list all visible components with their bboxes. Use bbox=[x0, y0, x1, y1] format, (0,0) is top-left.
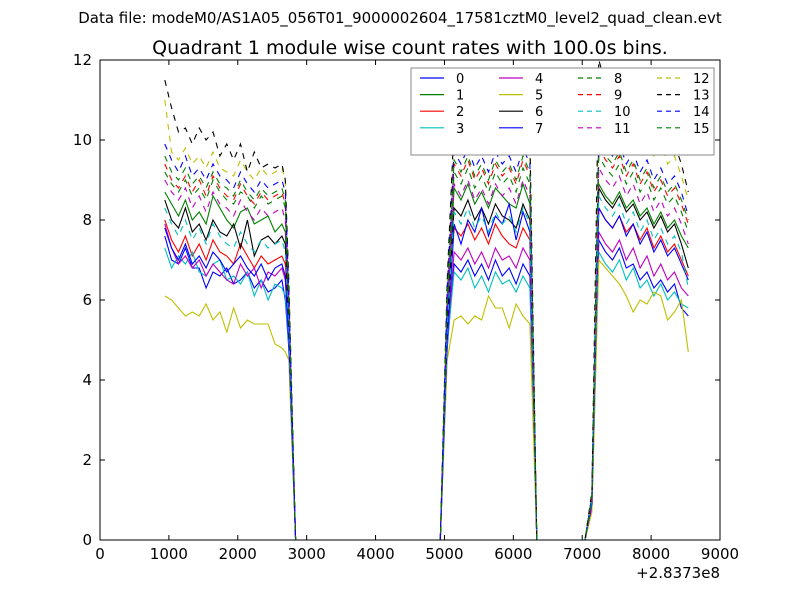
legend-label-2: 2 bbox=[456, 105, 464, 120]
series-line-13 bbox=[164, 60, 689, 540]
series-line-15 bbox=[164, 141, 689, 540]
y-tick-label: 8 bbox=[82, 211, 92, 229]
series-line-7 bbox=[164, 201, 689, 540]
plot-area bbox=[164, 60, 689, 540]
x-tick-label: 2000 bbox=[219, 545, 257, 563]
legend-label-4: 4 bbox=[535, 72, 543, 87]
y-tick-label: 10 bbox=[73, 131, 92, 149]
legend-label-11: 11 bbox=[614, 122, 631, 137]
series-line-1 bbox=[164, 181, 689, 540]
x-tick-label: 6000 bbox=[494, 545, 532, 563]
legend-label-3: 3 bbox=[456, 122, 464, 137]
series-line-5 bbox=[164, 258, 689, 540]
x-tick-label: 4000 bbox=[356, 545, 394, 563]
legend-label-8: 8 bbox=[614, 72, 622, 87]
series-line-2 bbox=[164, 205, 689, 540]
legend-label-7: 7 bbox=[535, 122, 543, 137]
legend-label-5: 5 bbox=[535, 89, 543, 104]
series-line-14 bbox=[164, 133, 689, 540]
legend-label-13: 13 bbox=[693, 89, 710, 104]
series-line-6 bbox=[164, 185, 689, 540]
legend-label-15: 15 bbox=[693, 122, 710, 137]
legend-box bbox=[410, 67, 715, 156]
axes: 0 1000 2000 3000 4000 5000 6000 7000 8000 9000 0 2 4… bbox=[73, 51, 739, 582]
x-tick-label: 9000 bbox=[701, 545, 739, 563]
x-tick-label: 7000 bbox=[563, 545, 601, 563]
legend-label-1: 1 bbox=[456, 89, 464, 104]
series-line-8 bbox=[164, 153, 689, 540]
y-tick-label: 4 bbox=[82, 371, 92, 389]
legend-label-9: 9 bbox=[614, 89, 622, 104]
series-line-12 bbox=[164, 99, 689, 540]
legend-label-12: 12 bbox=[693, 72, 710, 87]
series-line-0 bbox=[164, 235, 689, 540]
series-line-3 bbox=[164, 247, 689, 540]
series-line-11 bbox=[164, 165, 689, 540]
y-tick-label: 2 bbox=[82, 451, 92, 469]
y-tick-label: 0 bbox=[82, 531, 92, 549]
legend-label-6: 6 bbox=[535, 105, 543, 120]
chart-title: Quadrant 1 module wise count rates with … bbox=[152, 37, 668, 59]
x-tick-label: 8000 bbox=[632, 545, 670, 563]
legend-label-10: 10 bbox=[614, 105, 631, 120]
data-file-header: Data file: modeM0/AS1A05_056T01_90000026… bbox=[78, 9, 722, 28]
y-tick-label: 6 bbox=[82, 291, 92, 309]
y-tick-label: 12 bbox=[73, 51, 92, 69]
series-line-10 bbox=[164, 193, 689, 540]
series-line-9 bbox=[164, 145, 689, 540]
legend-label-0: 0 bbox=[456, 72, 464, 87]
x-offset-label: +2.8373e8 bbox=[636, 564, 720, 582]
x-tick-label: 3000 bbox=[288, 545, 326, 563]
x-tick-label: 5000 bbox=[425, 545, 463, 563]
x-tick-label: 1000 bbox=[150, 545, 188, 563]
series-line-4 bbox=[164, 223, 689, 540]
x-tick-label: 0 bbox=[95, 545, 105, 563]
legend-label-14: 14 bbox=[693, 105, 710, 120]
